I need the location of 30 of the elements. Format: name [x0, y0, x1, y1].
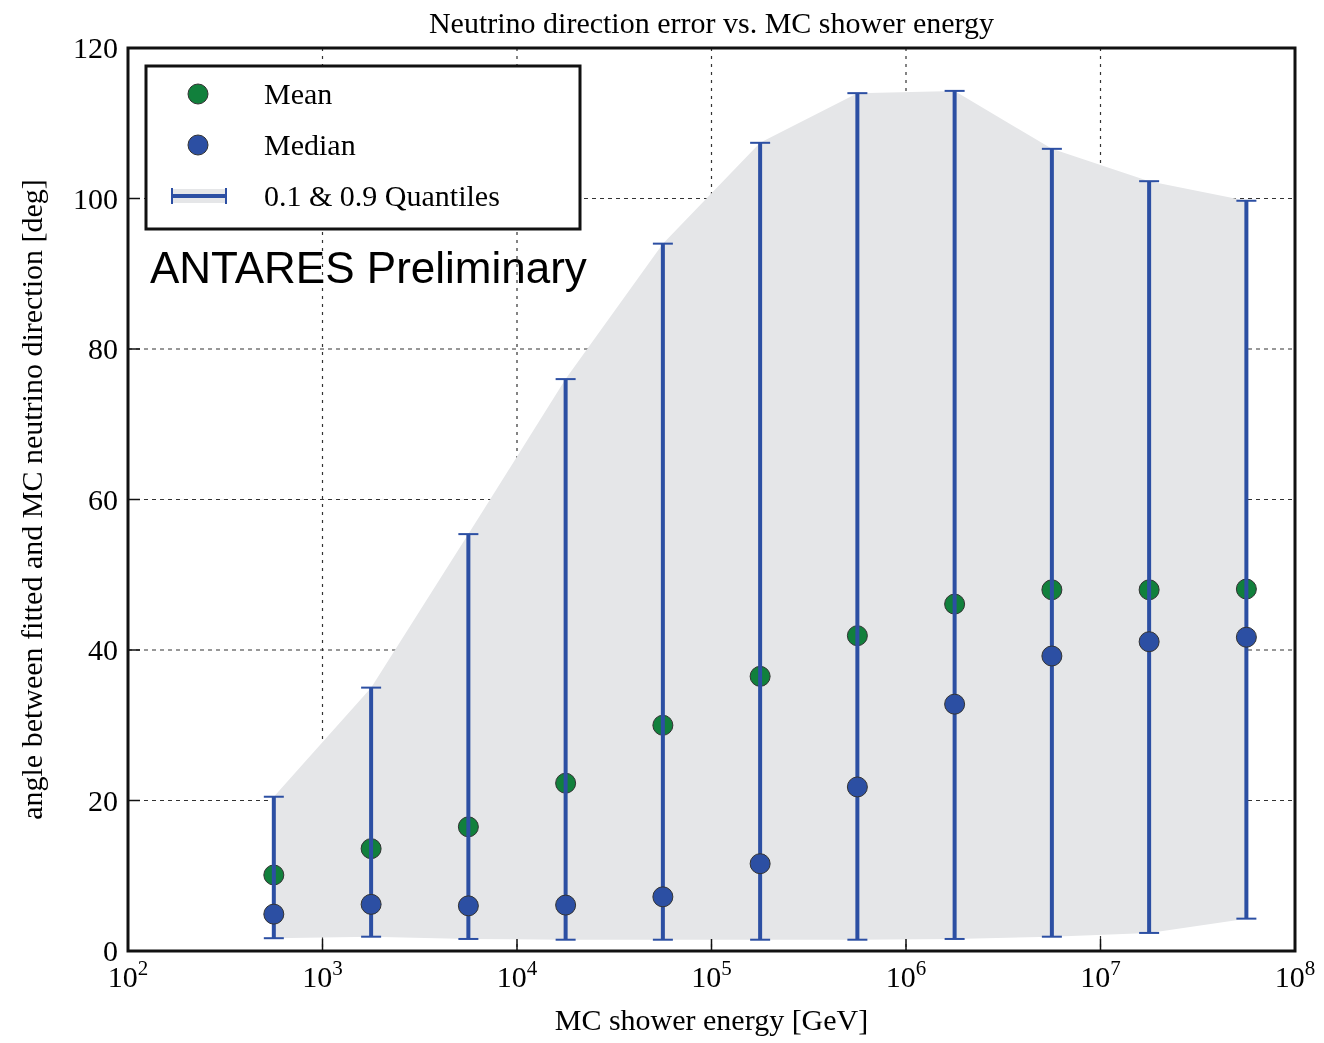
point — [944, 693, 966, 715]
y-tick-label: 80 — [88, 332, 118, 365]
point — [749, 853, 771, 875]
point — [457, 895, 479, 917]
x-tick-label: 10$^{8}$ — [1274, 956, 1316, 993]
point — [360, 893, 382, 915]
y-tick-label: 40 — [88, 633, 118, 666]
x-tick-label: 10$^{7}$ — [1080, 956, 1121, 993]
point — [555, 894, 577, 916]
point — [1138, 631, 1160, 653]
point — [652, 886, 674, 908]
x-axis-title: MC shower energy [GeV] — [554, 1003, 869, 1036]
point — [1041, 645, 1063, 667]
x-tick-label: 10$^{6}$ — [885, 956, 927, 993]
legend-label: Mean — [264, 77, 333, 110]
y-tick-label: 100 — [73, 181, 118, 215]
y-tick-label: 60 — [88, 482, 118, 516]
point — [846, 776, 868, 798]
annotation: ANTARES Preliminary — [150, 243, 587, 292]
chart-title: Neutrino direction error vs. MC shower energy — [428, 6, 995, 39]
point — [1235, 626, 1257, 648]
legend-label: 0.1 & 0.9 Quantiles — [264, 179, 500, 212]
y-tick-label: 20 — [88, 783, 118, 817]
x-tick-label: 10$^{3}$ — [302, 956, 343, 993]
y-axis-title: angle between fitted and MC neutrino direction [deg] — [15, 179, 48, 820]
x-tick-label: 10$^{4}$ — [496, 956, 538, 993]
legend-label: Median — [264, 128, 356, 161]
point — [263, 903, 285, 925]
x-tick-label: 10$^{5}$ — [691, 956, 732, 993]
y-tick-label: 120 — [73, 31, 118, 64]
